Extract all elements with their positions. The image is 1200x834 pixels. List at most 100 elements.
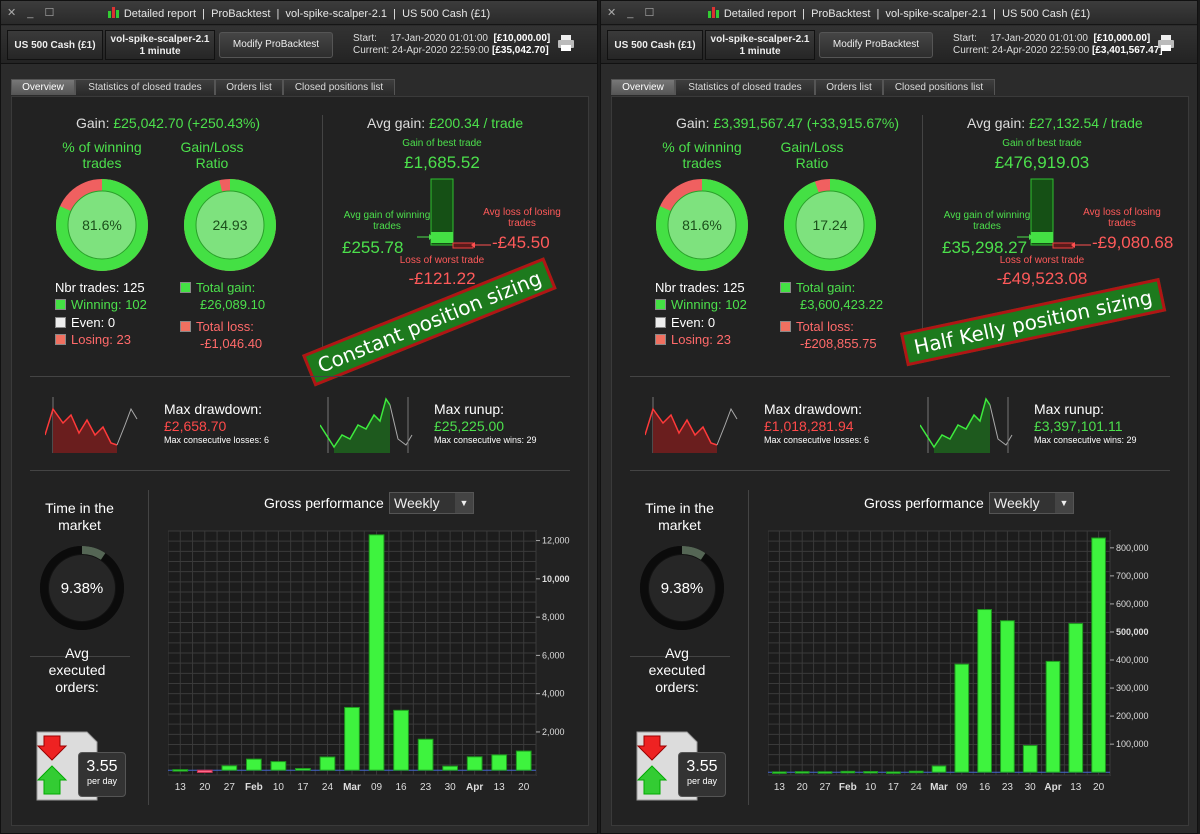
x-tick-label: 24 (911, 782, 923, 793)
best-trade-label: Gain of best trade (1002, 138, 1082, 149)
avg-gain-line: Avg gain: £200.34 / trade (367, 115, 523, 131)
best-trade-label: Gain of best trade (402, 138, 482, 149)
y-tick-label: 700,000 (1116, 571, 1149, 581)
drawdown-curve (45, 397, 138, 453)
gain-line: Gain: £3,391,567.47 (+33,915.67%) (676, 115, 899, 131)
y-tick-label: 300,000 (1116, 683, 1149, 693)
title-bar[interactable]: ✕ _ ☐ Detailed report | ProBacktest | vo… (1, 1, 597, 25)
x-tick-label: 10 (865, 782, 877, 793)
window-controls[interactable]: ✕ _ ☐ (7, 7, 59, 19)
tab-orders-list[interactable]: Orders list (815, 79, 883, 95)
avg-orders-box: 3.55 per day (78, 752, 126, 797)
x-tick-label: 20 (199, 782, 211, 793)
chart-bar (1045, 660, 1061, 773)
time-in-market-gauge: 9.38% (40, 546, 124, 630)
title-bar[interactable]: ✕ _ ☐ Detailed report | ProBacktest | vo… (601, 1, 1197, 25)
tab-statistics[interactable]: Statistics of closed trades (75, 79, 215, 95)
total-gain-value: £26,089.10 (200, 297, 266, 312)
x-tick-label: Apr (466, 782, 483, 793)
title-part: vol-spike-scalper-2.1 (885, 8, 987, 20)
gain-loss-ratio-label: Gain/Loss Ratio (180, 139, 244, 171)
printer-icon[interactable] (1157, 35, 1175, 51)
gross-performance-chart: 100,000 200,000 300,000 400,000 500,000 600,0… (767, 525, 1188, 825)
winning-pct-donut: 81.6% (656, 179, 748, 271)
modify-probacktest-button[interactable]: Modify ProBacktest (819, 32, 933, 58)
strategy-name: vol-spike-scalper-2.1 (110, 34, 210, 45)
chart-bar (319, 756, 336, 771)
tab-closed-positions[interactable]: Closed positions list (883, 79, 995, 95)
report-window-left: ✕ _ ☐ Detailed report | ProBacktest | vo… (0, 0, 598, 834)
report-header: US 500 Cash (£1) vol-spike-scalper-2.1 1 … (1, 26, 597, 64)
drawdown-value: £1,018,281.94 (764, 418, 854, 434)
y-tick-label: 6,000 (542, 650, 565, 660)
x-tick-label: 24 (322, 782, 334, 793)
modify-probacktest-button[interactable]: Modify ProBacktest (219, 32, 333, 58)
total-gain-value: £3,600,423.22 (800, 297, 884, 312)
text: Avg gain: (967, 115, 1026, 131)
chart-bar (368, 534, 385, 771)
x-tick-label: 09 (956, 782, 968, 793)
x-tick-label: 13 (494, 782, 506, 793)
runup-label: Max runup: (434, 401, 505, 417)
date-range: Start: 17-Jan-2020 01:01:00 [£10,000.00]… (353, 33, 550, 57)
printer-icon[interactable] (557, 35, 575, 51)
gain-value: £25,042.70 (+250.43%) (113, 115, 261, 131)
x-tick-label: 20 (518, 782, 530, 793)
window-controls[interactable]: ✕ _ ☐ (607, 7, 659, 19)
x-tick-label: Feb (245, 782, 263, 793)
tab-closed-positions[interactable]: Closed positions list (283, 79, 395, 95)
strategy-box: vol-spike-scalper-2.1 1 minute (105, 30, 215, 60)
instrument-box: US 500 Cash (£1) (607, 30, 703, 60)
divider (922, 115, 923, 360)
max-losses: Max consecutive losses: 6 (164, 435, 270, 445)
max-wins: Max consecutive wins: 29 (434, 435, 537, 445)
title-part: ProBacktest (211, 8, 271, 20)
tab-orders-list[interactable]: Orders list (215, 79, 283, 95)
chart-bar (931, 765, 947, 773)
time-in-market-value: 9.38% (61, 580, 104, 597)
winning-swatch (655, 299, 666, 310)
chart-bar (977, 609, 992, 773)
candlestick-icon (107, 7, 120, 18)
x-tick-label: 27 (224, 782, 236, 793)
candlestick-icon (707, 7, 720, 18)
avg-win-value: £35,298.27 (942, 238, 1028, 257)
total-gain-label: Total gain: (780, 280, 855, 295)
text: Modify ProBacktest (832, 39, 920, 50)
text: 17-Jan-2020 01:01:00 (990, 33, 1088, 44)
total-loss-value: -£1,046.40 (200, 336, 263, 351)
start-capital: [£10,000.00] (493, 33, 551, 44)
runup-value: £3,397,101.11 (1034, 418, 1123, 434)
title-part: vol-spike-scalper-2.1 (285, 8, 387, 20)
tab-overview[interactable]: Overview (611, 79, 675, 95)
tab-overview[interactable]: Overview (11, 79, 75, 95)
avg-win-value: £255.78 (342, 238, 404, 257)
overview-panel: Gain: £25,042.70 (+250.43%) % of winning… (11, 96, 589, 826)
even-count: Even: 0 (655, 315, 715, 330)
gain-loss-ratio-label: Gain/Loss Ratio (780, 139, 844, 171)
chart-bar (886, 771, 901, 774)
text: Losing: 23 (671, 332, 731, 347)
total-gain-swatch (180, 282, 191, 293)
bar-chart-svg: 100,000 200,000 300,000 400,000 500,000 600,0… (767, 530, 1149, 793)
avg-gain-value: £200.34 / trade (429, 115, 524, 131)
max-wins: Max consecutive wins: 29 (1034, 435, 1137, 445)
total-loss-swatch (180, 321, 191, 332)
worst-trade-value: -£121.22 (408, 269, 476, 288)
best-trade-value: £476,919.03 (994, 153, 1090, 172)
period-dropdown[interactable]: Weekly ▼ (389, 492, 474, 514)
text: Even: 0 (671, 315, 716, 330)
instrument-label: US 500 Cash (£1) (614, 40, 696, 51)
period-dropdown[interactable]: Weekly ▼ (989, 492, 1074, 514)
winning-count: Winning: 102 (655, 297, 747, 312)
tab-statistics[interactable]: Statistics of closed trades (675, 79, 815, 95)
x-tick-label: 27 (819, 782, 831, 793)
y-tick-label: 500,000 (1116, 627, 1149, 637)
avg-loss-label: Avg loss of losing trades (483, 207, 561, 229)
losing-count: Losing: 23 (655, 332, 731, 347)
bar-chart-svg: 2,000 4,000 6,000 8,000 10,000 12,000 13 20 27 Fe… (167, 530, 570, 793)
title-part: US 500 Cash (£1) (402, 8, 491, 20)
x-tick-label: 23 (1002, 782, 1014, 793)
instrument-box: US 500 Cash (£1) (7, 30, 103, 60)
runup-curve (920, 397, 1013, 453)
